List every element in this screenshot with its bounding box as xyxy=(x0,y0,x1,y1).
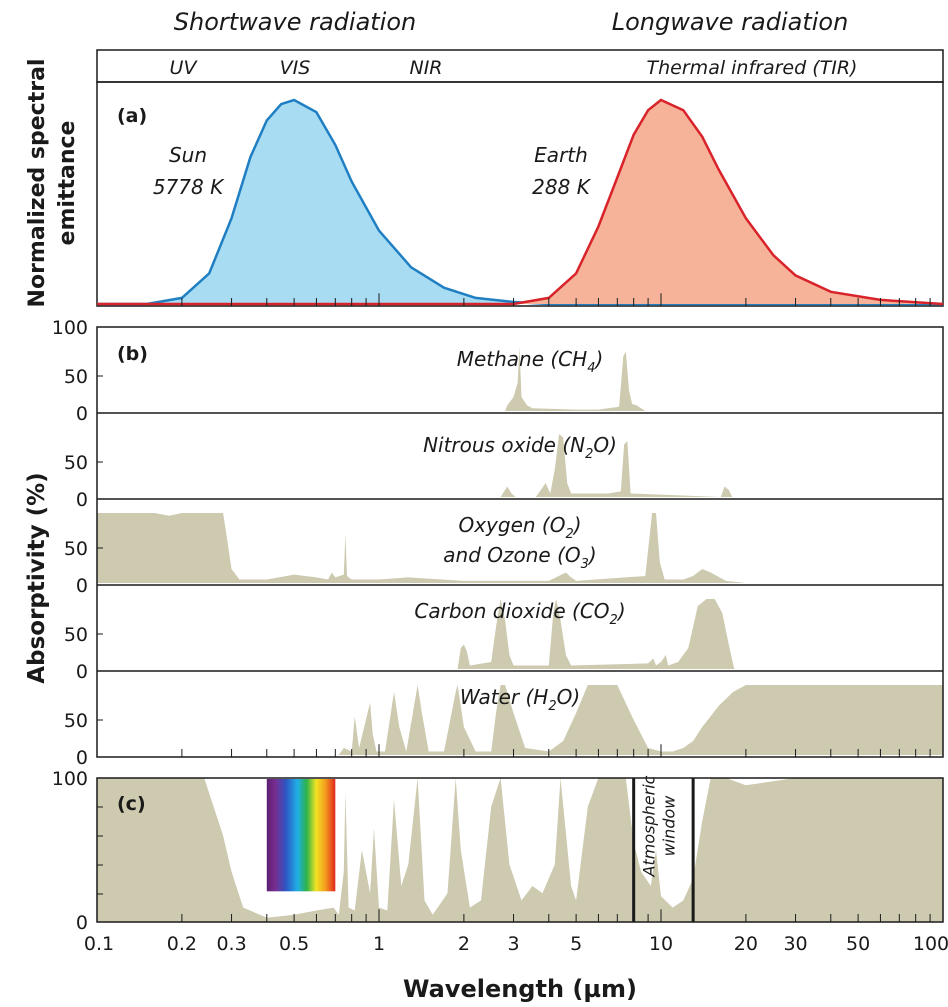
y-tick-label: 50 xyxy=(64,366,88,388)
earth-emittance-area xyxy=(513,100,943,304)
x-tick-label: 2 xyxy=(458,933,470,955)
y-tick-label: 50 xyxy=(64,538,88,560)
band-tir: Thermal infrared (TIR) xyxy=(647,57,858,79)
sun-emittance-area xyxy=(97,100,549,304)
panel-a-emittance: (a) Sun 5778 K Earth 288 K xyxy=(96,81,944,307)
x-tick-label: 20 xyxy=(734,933,758,955)
gas-absorption-area-oxygen-and-ozone xyxy=(97,513,746,583)
panel-b-label: (b) xyxy=(117,343,148,365)
visible-spectrum-band xyxy=(266,779,336,892)
x-tick-label: 100 xyxy=(913,933,948,955)
earth-label-temp: 288 K xyxy=(532,175,592,199)
panel-a-label: (a) xyxy=(117,105,147,127)
gas-label: Water (H2O) xyxy=(460,685,580,714)
panel-c-ticks xyxy=(181,909,931,922)
y-tick-label: 0 xyxy=(76,912,88,934)
panel-a-frame xyxy=(96,81,944,307)
gas-label: Methane (CH4) xyxy=(457,347,604,376)
gas-label-line2: and Ozone (O3) xyxy=(443,543,596,572)
band-vis: VIS xyxy=(280,57,311,79)
gas-absorption-area-methane xyxy=(505,346,646,411)
y-tick-label: 0 xyxy=(76,489,88,511)
longwave-title: Longwave radiation xyxy=(612,8,849,36)
x-tick-label: 3 xyxy=(508,933,520,955)
x-tick-label: 0.1 xyxy=(84,933,114,955)
total-absorption-area xyxy=(97,778,943,922)
earth-label-name: Earth xyxy=(534,143,588,167)
y-tick-label: 50 xyxy=(64,452,88,474)
x-tick-label: 10 xyxy=(649,933,673,955)
earth-emittance-line xyxy=(97,98,944,306)
panel-a-ylabel-2: emittance xyxy=(55,121,80,246)
panel-c-label: (c) xyxy=(117,793,146,815)
gas-label: Carbon dioxide (CO2) xyxy=(414,599,625,628)
x-tick-label: 1 xyxy=(373,933,385,955)
x-tick-label: 5 xyxy=(570,933,582,955)
x-tick-label: 50 xyxy=(846,933,870,955)
gas-absorption-area-water xyxy=(338,685,943,755)
gas-label: Nitrous oxide (N2O) xyxy=(423,433,617,462)
panel-b-ticks xyxy=(181,744,931,757)
y-tick-label: 0 xyxy=(76,661,88,683)
gas-absorption-area-carbon-dioxide xyxy=(457,599,735,669)
x-tick-label: 0.2 xyxy=(167,933,197,955)
y-tick-label: 0 xyxy=(76,403,88,425)
atmospheric-window-label-1: Atmospheric xyxy=(639,775,658,877)
x-axis-label: Wavelength (µm) xyxy=(403,975,637,1003)
band-uv: UV xyxy=(170,57,199,79)
y-tick-label: 50 xyxy=(64,624,88,646)
panel-a-ylabel-1: Normalized spectral xyxy=(25,59,50,308)
band-nir: NIR xyxy=(409,57,442,79)
panel-c-frame xyxy=(96,777,944,923)
y-tick-label: 100 xyxy=(52,317,88,339)
panel-a-ticks xyxy=(181,293,931,306)
sun-emittance-line xyxy=(97,98,943,306)
y-tick-label: 100 xyxy=(52,768,88,790)
gas-absorption-area-nitrous-oxide xyxy=(500,434,733,497)
panel-b-absorptivity: Methane (CH4) Nitrous oxide (N2O) Oxygen (… xyxy=(52,317,944,769)
panel-c-total-absorption: Atmospheric window (c) 0 100 xyxy=(52,768,944,934)
gas-label: Oxygen (O2) xyxy=(458,513,581,542)
x-tick-label: 0.5 xyxy=(279,933,309,955)
sun-label-temp: 5778 K xyxy=(153,175,225,199)
x-tick-labels: 0.1 0.2 0.3 0.5 1 2 3 5 10 20 30 50 100 xyxy=(84,933,948,955)
x-tick-label: 30 xyxy=(783,933,807,955)
panel-b-frame xyxy=(96,326,944,758)
panel-b-ylabel: Absorptivity (%) xyxy=(24,472,50,683)
x-tick-label: 0.3 xyxy=(216,933,246,955)
y-tick-label: 0 xyxy=(76,747,88,769)
y-tick-label: 0 xyxy=(76,575,88,597)
sun-label-name: Sun xyxy=(169,143,207,167)
atmospheric-window-label-2: window xyxy=(659,795,678,857)
y-tick-label: 50 xyxy=(64,710,88,732)
shortwave-title: Shortwave radiation xyxy=(174,8,417,36)
